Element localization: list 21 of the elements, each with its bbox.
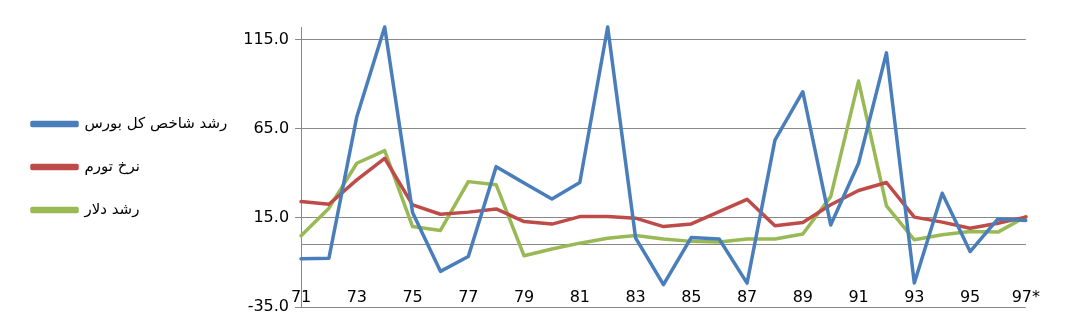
x-tick-label: 77 <box>458 287 479 307</box>
x-tick-label: 93 <box>904 287 925 307</box>
x-tick-label: 97* <box>1011 287 1040 307</box>
y-tick-label: 115.0 <box>243 28 290 48</box>
x-tick-label: 83 <box>625 287 646 307</box>
x-tick-label: 75 <box>402 287 423 307</box>
x-tick-label: 87 <box>736 287 758 307</box>
x-tick-label: 81 <box>569 287 590 307</box>
legend-label: رشد دلار <box>83 199 140 218</box>
x-tick-label: 79 <box>513 287 535 307</box>
y-tick-label: 65.0 <box>253 117 290 137</box>
legend-label: رشد شاخص کل بورس <box>84 113 228 132</box>
x-tick-label: 71 <box>290 287 312 307</box>
y-tick-label: 15.0 <box>253 206 290 226</box>
x-tick-label: 73 <box>346 287 367 307</box>
legend-label: نرخ تورم <box>84 156 140 175</box>
x-tick-label: 89 <box>792 287 813 307</box>
x-tick-label: 91 <box>848 287 869 307</box>
x-tick-label: 95 <box>959 287 981 307</box>
y-tick-label: -35.0 <box>247 296 290 316</box>
x-tick-label: 85 <box>681 287 702 307</box>
